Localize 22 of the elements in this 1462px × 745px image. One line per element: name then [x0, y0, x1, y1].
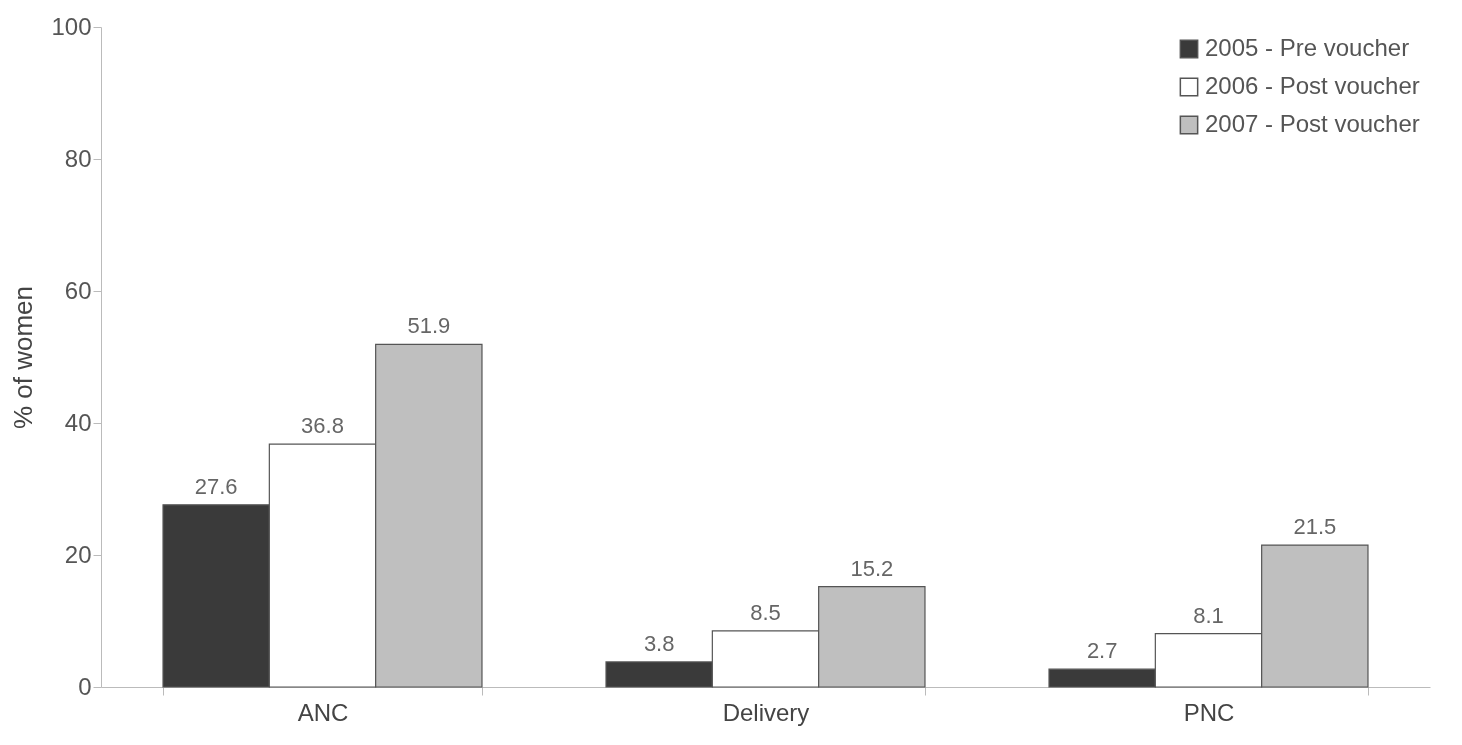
data-label: 2.7	[1086, 638, 1118, 664]
data-label: 8.1	[1193, 602, 1224, 628]
legend-label: 2007 - Post voucher	[1205, 110, 1420, 137]
y-tick-label: 60	[64, 276, 92, 304]
data-label: 15.2	[850, 555, 894, 581]
y-tick-label: 40	[64, 408, 92, 436]
y-axis-title: % of women	[8, 285, 39, 430]
legend-label: 2005 - Pre voucher	[1205, 34, 1410, 61]
x-tick-label: Delivery	[722, 698, 810, 726]
data-label: 8.5	[750, 599, 781, 625]
y-tick-label: 0	[78, 672, 92, 700]
x-tick-label: PNC	[1183, 698, 1235, 726]
data-label: 51.9	[407, 313, 451, 339]
y-tick-label: 80	[64, 144, 92, 172]
y-tick-label: 100	[51, 12, 92, 40]
legend-label: 2006 - Post voucher	[1205, 72, 1420, 99]
x-tick-label: ANC	[297, 698, 349, 726]
data-label: 36.8	[301, 413, 344, 439]
y-tick-label: 20	[64, 540, 92, 568]
data-label: 27.6	[194, 473, 238, 499]
data-label: 3.8	[643, 630, 675, 656]
data-label: 21.5	[1293, 514, 1337, 540]
